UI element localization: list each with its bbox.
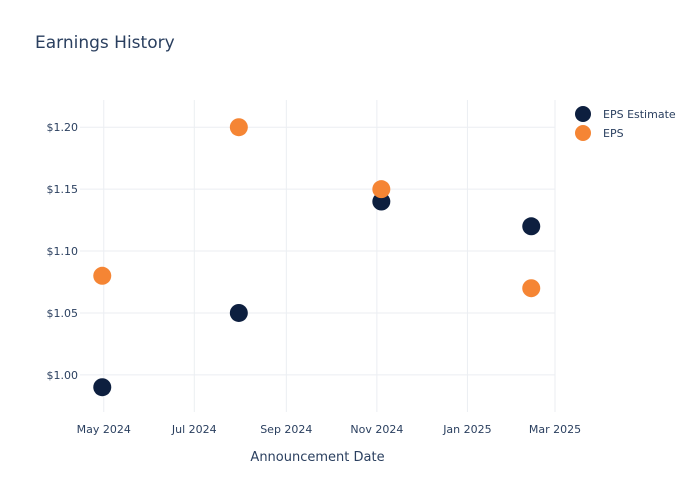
y-tick-label: $1.20 <box>47 121 79 134</box>
y-tick-label: $1.10 <box>47 245 79 258</box>
y-tick-label: $1.00 <box>47 369 79 382</box>
x-tick-label: Jan 2025 <box>442 423 491 436</box>
legend-item-eps[interactable]: EPS <box>575 125 624 141</box>
x-tick-label: Jul 2024 <box>171 423 217 436</box>
y-tick-label: $1.15 <box>47 183 79 196</box>
x-axis-title: Announcement Date <box>250 450 384 465</box>
eps-estimate-point[interactable] <box>93 378 112 397</box>
eps-point[interactable] <box>229 118 248 137</box>
chart-title: Earnings History <box>35 33 175 53</box>
data-points <box>93 118 541 397</box>
grid-lines <box>80 100 556 412</box>
x-tick-label: Sep 2024 <box>260 423 312 436</box>
x-tick-label: May 2024 <box>77 423 131 436</box>
legend-label-eps: EPS <box>603 127 624 140</box>
eps-estimate-point[interactable] <box>229 303 248 322</box>
legend-label-eps-estimate: EPS Estimate <box>603 108 676 121</box>
legend-marker-eps <box>575 125 591 141</box>
eps-point[interactable] <box>93 266 112 285</box>
eps-point[interactable] <box>522 279 541 298</box>
legend-item-eps-estimate[interactable]: EPS Estimate <box>575 106 676 122</box>
x-tick-label: Mar 2025 <box>529 423 581 436</box>
legend-marker-eps-estimate <box>575 106 591 122</box>
eps-estimate-point[interactable] <box>522 217 541 236</box>
x-tick-label: Nov 2024 <box>350 423 403 436</box>
y-tick-label: $1.05 <box>47 307 79 320</box>
eps-point[interactable] <box>372 180 391 199</box>
y-axis-ticks: $1.00 $1.05 $1.10 $1.15 $1.20 <box>47 121 79 382</box>
legend[interactable]: EPS Estimate EPS <box>575 106 676 141</box>
eps-estimate-point[interactable] <box>372 192 391 211</box>
x-axis-ticks: May 2024 Jul 2024 Sep 2024 Nov 2024 Jan 2025… <box>77 423 581 436</box>
